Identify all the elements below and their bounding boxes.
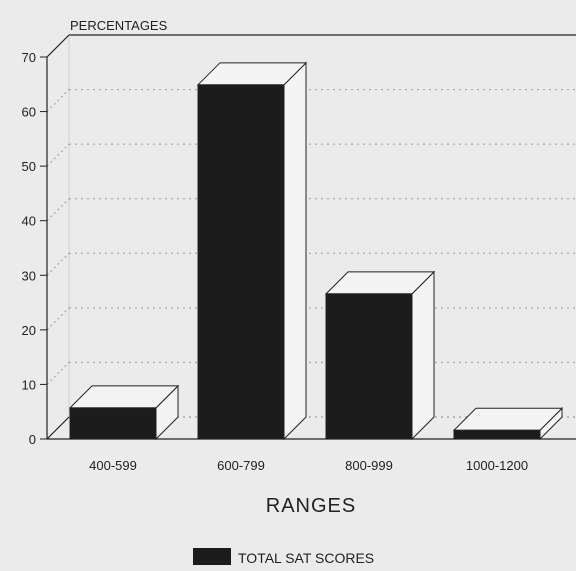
y-tick-label-40: 40 [22, 214, 36, 229]
x-tick-label-800-999: 800-999 [345, 458, 393, 473]
y-tick-label-50: 50 [22, 159, 36, 174]
x-axis-title: RANGES [266, 495, 356, 517]
gridline-depth-10 [46, 362, 70, 385]
back-wall [46, 34, 576, 417]
gridlines [46, 89, 576, 385]
bar-front-400-599 [69, 407, 157, 440]
bar-400-599 [68, 384, 180, 441]
y-axis-title: PERCENTAGES [70, 18, 168, 33]
gridline-depth-20 [46, 307, 70, 331]
y-tick-label-60: 60 [22, 105, 36, 120]
x-tick-label-600-799: 600-799 [217, 458, 265, 473]
x-tick-label-1000-1200: 1000-1200 [466, 458, 528, 473]
legend-label: TOTAL SAT SCORES [238, 550, 374, 566]
floor-left-depth-edge [46, 416, 70, 440]
bars [68, 61, 564, 441]
y-tick-label-70: 70 [22, 50, 36, 65]
tick-labels: 0 10 20 30 40 50 60 70 400-599 600-799 800-999 1000… [22, 50, 529, 473]
gridline-depth-60 [46, 89, 70, 112]
legend: TOTAL SAT SCORES [193, 548, 374, 566]
bar-side-600-799 [283, 61, 307, 441]
bar-600-799 [196, 61, 308, 441]
top-depth-edge [46, 34, 70, 58]
bar-front-600-799 [197, 84, 285, 440]
axes [40, 56, 576, 440]
bar-800-999 [324, 270, 436, 441]
y-tick-label-10: 10 [22, 377, 36, 392]
bar-1000-1200 [452, 407, 564, 441]
y-tick-label-30: 30 [22, 268, 36, 283]
gridline-depth-50 [46, 143, 70, 167]
bar-front-1000-1200 [453, 429, 541, 440]
gridline-depth-40 [46, 198, 70, 222]
bar-front-800-999 [325, 293, 413, 440]
y-tick-label-0: 0 [29, 432, 36, 447]
bar-side-800-999 [411, 270, 435, 441]
legend-swatch [193, 548, 231, 565]
x-tick-label-400-599: 400-599 [89, 458, 137, 473]
gridline-depth-30 [46, 252, 70, 276]
y-tick-label-20: 20 [22, 323, 36, 338]
